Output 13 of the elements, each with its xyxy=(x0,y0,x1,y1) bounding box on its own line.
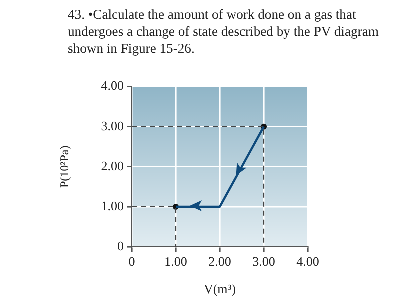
x-tick-label: 4.00 xyxy=(296,254,320,270)
x-tick-label: 2.00 xyxy=(208,254,232,270)
x-tick-label: 3.00 xyxy=(252,254,276,270)
y-tick-label: 2.00 xyxy=(101,158,124,174)
y-tick-label: 4.00 xyxy=(101,78,124,94)
y-tick-label: 3.00 xyxy=(101,118,124,134)
y-axis-title: P(10²Pa) xyxy=(57,146,72,188)
x-tick-label: 0 xyxy=(128,254,136,270)
y-tick-label: 0 xyxy=(118,238,124,254)
chart-title: 43. •Calculate the amount of work done on a gas that undergoes a change of state described by the PV diagram shown in Figure 15-26. xyxy=(68,6,380,57)
x-axis-title: V(m³) xyxy=(204,282,236,297)
y-tick-label: 1.00 xyxy=(101,198,124,214)
x-tick-label: 1.00 xyxy=(164,254,188,270)
